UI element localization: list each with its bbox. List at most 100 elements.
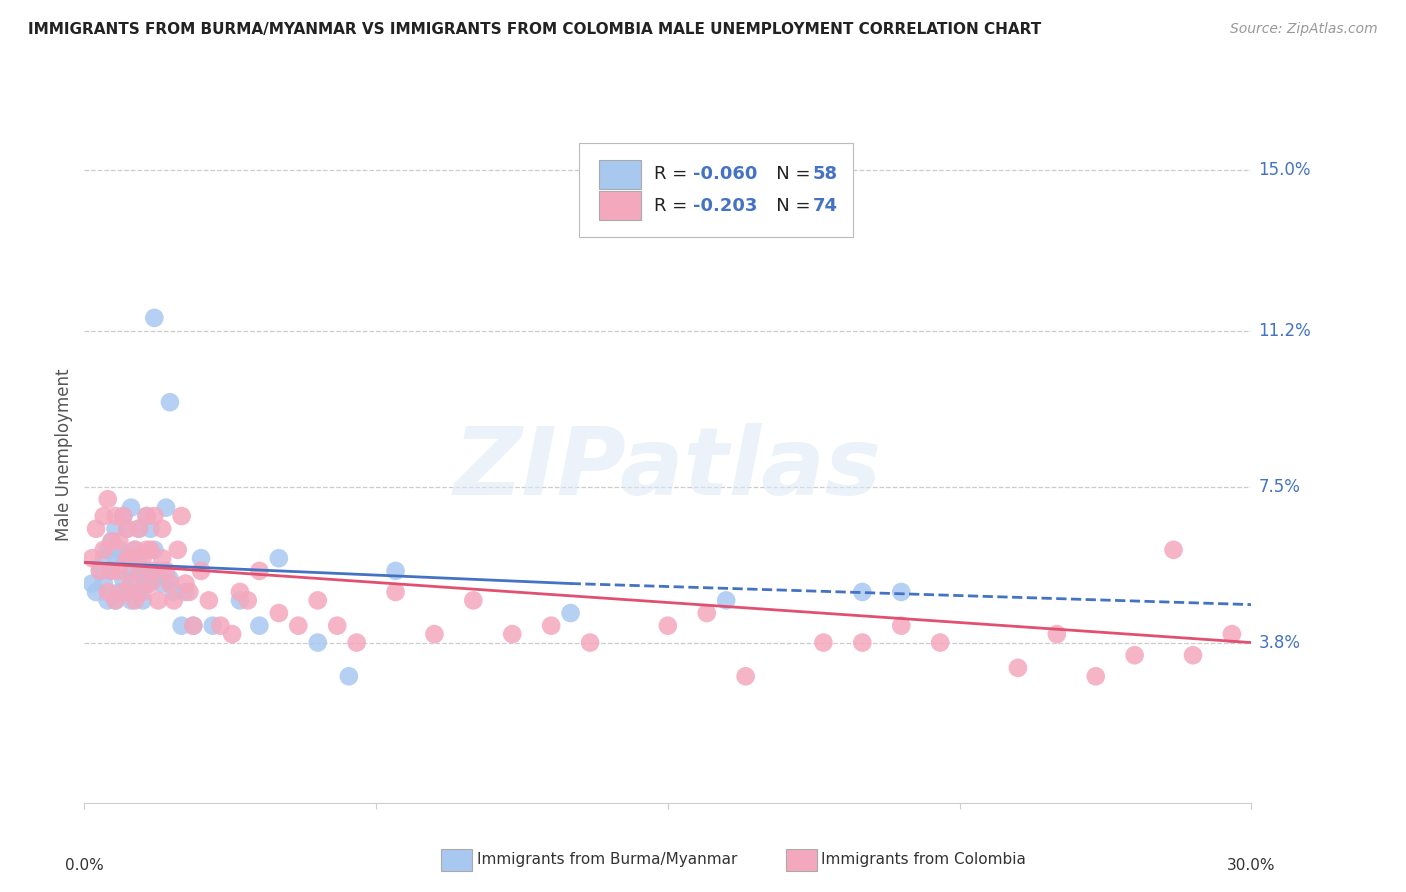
Point (247, 564, 270, 578)
Point (104, 551, 127, 566)
Point (267, 551, 290, 566)
Point (93, 542, 115, 557)
Point (115, 551, 138, 566)
Point (890, 618, 912, 632)
Point (540, 618, 562, 632)
Point (148, 593, 170, 607)
Point (143, 572, 166, 586)
Point (82, 576, 104, 591)
Point (132, 551, 155, 566)
Text: 58: 58 (813, 165, 838, 183)
Text: N =: N = (759, 196, 817, 214)
Text: -0.203: -0.203 (693, 196, 758, 214)
Point (579, 635, 602, 649)
Point (120, 576, 142, 591)
Point (139, 576, 162, 591)
Point (1084, 669, 1107, 683)
Point (128, 522, 150, 536)
Point (229, 593, 252, 607)
Point (201, 618, 224, 632)
Point (128, 564, 150, 578)
Point (97, 585, 120, 599)
Point (84, 585, 107, 599)
Point (84, 522, 107, 536)
Point (150, 576, 173, 591)
Point (104, 593, 127, 607)
Point (115, 522, 138, 536)
Text: R =: R = (654, 165, 693, 183)
Point (174, 585, 197, 599)
Point (120, 564, 142, 578)
Point (124, 542, 146, 557)
Point (100, 564, 122, 578)
Point (97, 542, 120, 557)
Point (143, 542, 166, 557)
Point (124, 572, 146, 586)
Point (112, 509, 135, 524)
Point (229, 585, 252, 599)
Point (128, 551, 150, 566)
Text: Source: ZipAtlas.com: Source: ZipAtlas.com (1230, 22, 1378, 37)
Point (97, 593, 120, 607)
Point (159, 395, 181, 409)
Point (163, 585, 186, 599)
Point (104, 593, 127, 607)
Point (93, 509, 115, 524)
Point (423, 627, 446, 641)
Text: 74: 74 (813, 196, 838, 214)
Point (1046, 627, 1069, 641)
Point (93, 551, 115, 566)
Text: 15.0%: 15.0% (1258, 161, 1310, 179)
Point (560, 606, 582, 620)
Text: Immigrants from Burma/Myanmar: Immigrants from Burma/Myanmar (477, 853, 737, 867)
Point (135, 576, 157, 591)
Text: 7.5%: 7.5% (1258, 477, 1301, 496)
Point (236, 593, 259, 607)
Text: 30.0%: 30.0% (1227, 857, 1275, 872)
Point (115, 585, 138, 599)
Point (1123, 648, 1146, 663)
Point (132, 593, 155, 607)
Text: 0.0%: 0.0% (65, 857, 104, 872)
Point (170, 509, 193, 524)
Point (124, 542, 146, 557)
Point (851, 635, 873, 649)
Point (734, 669, 756, 683)
Point (159, 572, 181, 586)
Point (813, 635, 835, 649)
Text: R =: R = (654, 196, 693, 214)
Point (1220, 627, 1243, 641)
Point (128, 522, 150, 536)
Point (120, 500, 142, 515)
Point (100, 534, 122, 549)
Point (247, 618, 270, 632)
Point (326, 618, 349, 632)
Point (155, 500, 177, 515)
Point (174, 576, 197, 591)
Point (190, 564, 212, 578)
Point (132, 564, 155, 578)
Point (150, 551, 173, 566)
Point (89, 564, 111, 578)
Point (155, 564, 177, 578)
Point (139, 564, 162, 578)
Point (163, 593, 186, 607)
Point (112, 509, 135, 524)
Point (120, 551, 142, 566)
Point (143, 509, 166, 524)
Point (221, 627, 243, 641)
Point (890, 585, 912, 599)
Point (159, 576, 181, 591)
Point (143, 310, 166, 325)
Point (181, 618, 204, 632)
Point (132, 585, 155, 599)
Text: IMMIGRANTS FROM BURMA/MYANMAR VS IMMIGRANTS FROM COLOMBIA MALE UNEMPLOYMENT CORR: IMMIGRANTS FROM BURMA/MYANMAR VS IMMIGRA… (28, 22, 1042, 37)
Point (307, 635, 329, 649)
Point (108, 564, 131, 578)
Point (108, 534, 131, 549)
Point (1181, 648, 1204, 663)
Point (1163, 542, 1185, 557)
Point (501, 627, 523, 641)
Point (120, 593, 142, 607)
Point (716, 593, 738, 607)
